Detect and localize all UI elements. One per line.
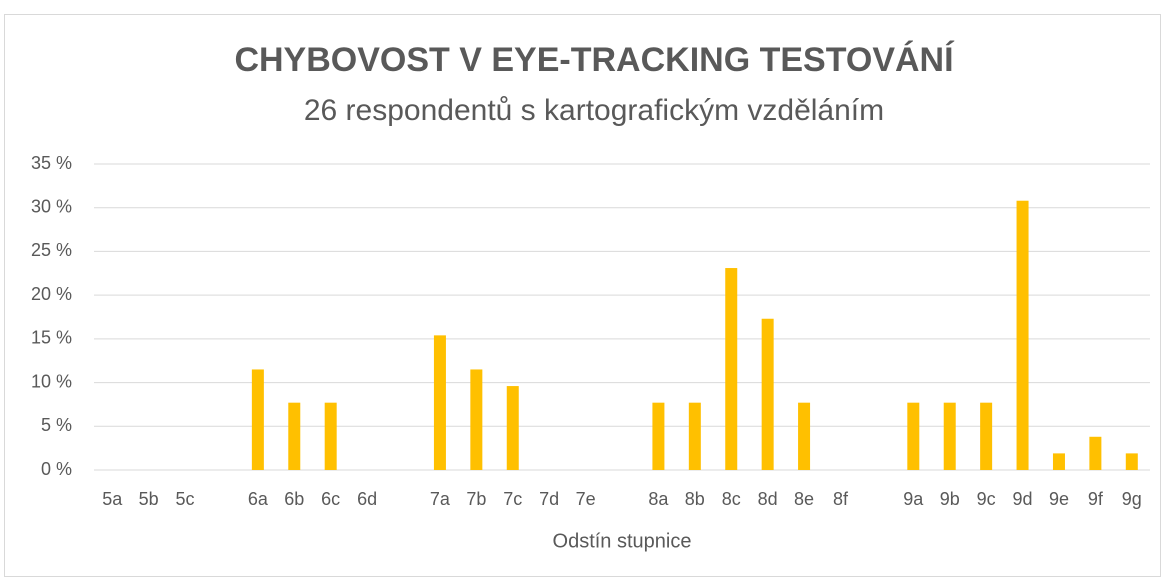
bar [251,369,264,470]
x-tick-label: 6c [321,489,340,509]
x-tick-label: 9c [977,489,996,509]
y-tick-label: 35 % [31,153,72,173]
x-tick-label: 7c [503,489,522,509]
bar [470,369,483,470]
x-tick-label: 5b [139,489,159,509]
x-tick-label: 9b [940,489,960,509]
chart-subtitle: 26 respondentů s kartografickým vzdělání… [304,94,884,127]
y-tick-label: 0 % [41,459,72,479]
bar [725,268,738,470]
y-tick-label: 5 % [41,415,72,435]
x-tick-label: 6b [284,489,304,509]
chart-title: CHYBOVOST V EYE-TRACKING TESTOVÁNÍ [234,41,955,79]
x-tick-label: 7b [466,489,486,509]
bar [506,386,519,470]
bar [798,402,811,470]
x-tick-label: 7e [576,489,596,509]
x-tick-label: 7a [430,489,451,509]
x-tick-label: 8a [648,489,669,509]
x-tick-label: 8f [833,489,849,509]
bar [1052,453,1065,470]
x-tick-label: 9f [1088,489,1104,509]
bar [907,402,920,470]
bar [288,402,301,470]
x-tick-label: 7d [539,489,559,509]
bar [433,335,446,470]
bar [980,402,993,470]
x-tick-label: 9d [1013,489,1033,509]
y-tick-label: 10 % [31,371,72,391]
x-tick-label: 8e [794,489,814,509]
x-tick-label: 6d [357,489,377,509]
bar [1016,200,1029,470]
x-tick-label: 5a [102,489,123,509]
x-tick-label: 9g [1122,489,1142,509]
x-tick-label: 9a [903,489,924,509]
x-tick-label: 5c [176,489,195,509]
bar [688,402,701,470]
y-tick-label: 15 % [31,328,72,348]
bar [1125,453,1138,470]
x-tick-label: 6a [248,489,269,509]
bar [1089,436,1102,470]
y-tick-label: 30 % [31,196,72,216]
x-axis-label: Odstín stupnice [553,530,692,552]
bar [652,402,665,470]
bar [943,402,956,470]
y-tick-label: 20 % [31,284,72,304]
x-tick-label: 8d [758,489,778,509]
bar [761,318,774,470]
y-tick-label: 25 % [31,240,72,260]
x-tick-label: 8b [685,489,705,509]
x-tick-label: 8c [722,489,741,509]
bar [324,402,337,470]
x-tick-label: 9e [1049,489,1069,509]
